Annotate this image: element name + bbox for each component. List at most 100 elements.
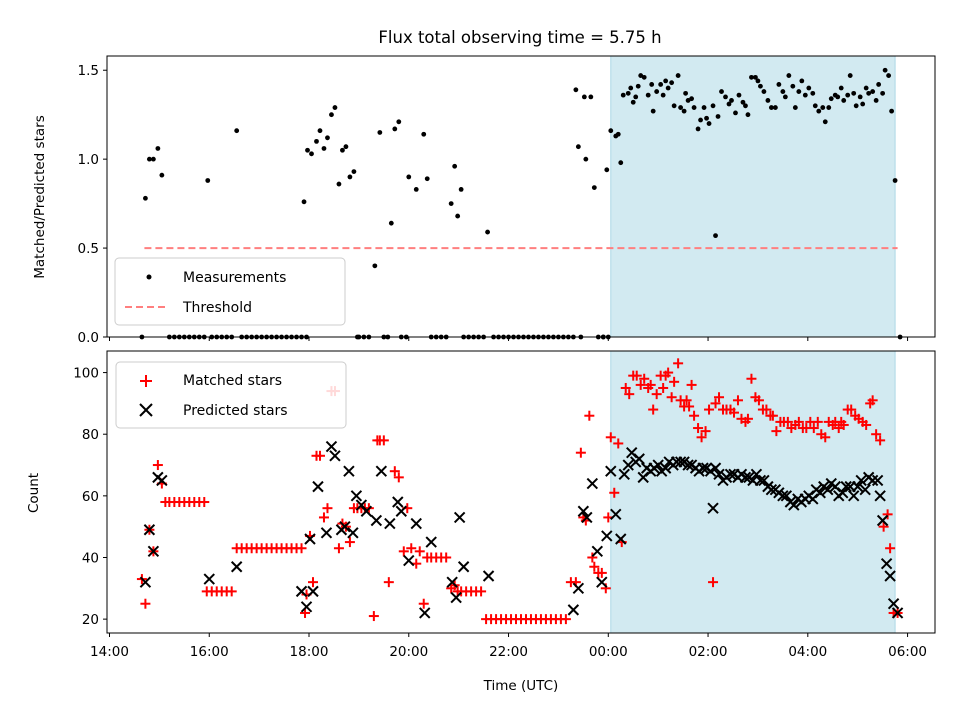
measurement-point — [847, 73, 853, 78]
measurement-point — [671, 103, 677, 109]
measurement-point — [669, 80, 675, 86]
measurement-point — [455, 213, 461, 219]
matched-point — [584, 410, 595, 421]
x-tick-label: 20:00 — [389, 644, 428, 660]
count-axes-frame — [106, 350, 936, 634]
predicted-point — [307, 585, 319, 598]
measurement-point — [392, 126, 398, 132]
predicted-point — [325, 440, 338, 453]
matched-point — [648, 404, 659, 415]
measurement-point — [873, 98, 879, 103]
matched-point — [226, 586, 237, 597]
ratio-y-tick-label: 0.0 — [78, 330, 99, 346]
count-y-tick-label: 40 — [82, 550, 99, 566]
predicted-point — [788, 499, 800, 511]
predicted-point — [581, 511, 593, 524]
matched-point — [700, 426, 711, 437]
matched-point — [476, 586, 487, 597]
measurement-point — [336, 181, 342, 187]
matched-point — [663, 367, 674, 378]
measurement-point — [768, 105, 774, 110]
predicted-point — [880, 557, 893, 570]
predicted-point — [615, 533, 627, 545]
legend-predicted-label: Predicted stars — [183, 403, 288, 419]
measurement-point — [641, 74, 647, 80]
predicted-point — [370, 514, 383, 527]
predicted-point — [633, 453, 645, 465]
predicted-point — [713, 468, 725, 480]
matched-point — [861, 419, 872, 430]
predicted-point — [622, 459, 634, 471]
measurement-point — [314, 138, 319, 144]
matched-point — [704, 404, 715, 415]
predicted-point — [652, 459, 664, 471]
matched-point — [596, 567, 607, 578]
measurement-point — [853, 103, 859, 109]
predicted-point — [139, 576, 152, 588]
measurement-point — [155, 146, 161, 151]
predicted-point — [410, 517, 422, 530]
measurement-point — [719, 89, 724, 94]
matched-point — [669, 376, 680, 387]
matched-point — [613, 438, 624, 449]
measurement-point — [340, 147, 345, 153]
predicted-point — [572, 582, 585, 595]
measurement-point — [372, 263, 378, 269]
measurement-point — [880, 90, 886, 96]
measurement-point — [396, 119, 402, 125]
matched-point — [746, 373, 757, 384]
predicted-point — [876, 514, 889, 527]
measurement-point — [143, 195, 148, 201]
predicted-point — [577, 505, 590, 517]
matched-point — [710, 398, 721, 409]
predicted-point — [425, 536, 437, 548]
measurement-point — [710, 103, 716, 109]
measurement-point — [608, 128, 614, 134]
matched-point — [846, 404, 857, 415]
predicted-point — [674, 456, 687, 468]
measurement-point — [146, 156, 152, 162]
measurement-point — [761, 89, 767, 94]
measurement-point — [758, 83, 763, 89]
measurement-point — [772, 105, 778, 110]
predicted-point — [765, 483, 778, 496]
x-tick-label: 04:00 — [788, 644, 827, 660]
predicted-point — [610, 508, 622, 521]
measurement-point — [828, 96, 834, 102]
measurement-point — [649, 82, 655, 87]
predicted-point — [295, 585, 308, 598]
matched-point — [378, 435, 389, 446]
count-y-tick-label: 60 — [82, 489, 99, 505]
predicted-point — [350, 490, 363, 502]
measurement-point — [583, 156, 589, 162]
count-y-axis-label: Count — [26, 473, 42, 513]
matched-point — [771, 426, 782, 437]
measurement-point — [882, 67, 888, 73]
count-y-tick-label: 80 — [82, 427, 99, 443]
matched-point — [383, 577, 394, 588]
matched-point — [708, 577, 719, 588]
predicted-point — [143, 524, 156, 536]
matched-point — [296, 543, 307, 554]
measurement-point — [658, 82, 664, 87]
legend-measurements-marker — [146, 274, 152, 280]
predicted-point — [586, 477, 599, 490]
matched-point — [820, 432, 831, 443]
matched-point — [389, 466, 400, 477]
predicted-point — [230, 561, 243, 573]
matched-point — [681, 395, 692, 406]
matched-point — [414, 546, 425, 557]
matched-point — [639, 373, 650, 384]
x-tick-label: 00:00 — [589, 644, 628, 660]
matched-point — [406, 543, 417, 554]
ratio-legend: Measurements Threshold — [114, 257, 346, 326]
predicted-point — [605, 465, 617, 477]
matched-point — [398, 546, 409, 557]
predicted-point — [822, 483, 834, 496]
measurement-point — [765, 98, 771, 103]
measurement-point — [485, 229, 490, 235]
matched-point — [693, 423, 704, 434]
measurement-point — [645, 92, 651, 98]
measurement-point — [753, 74, 758, 80]
measurement-point — [820, 105, 826, 110]
